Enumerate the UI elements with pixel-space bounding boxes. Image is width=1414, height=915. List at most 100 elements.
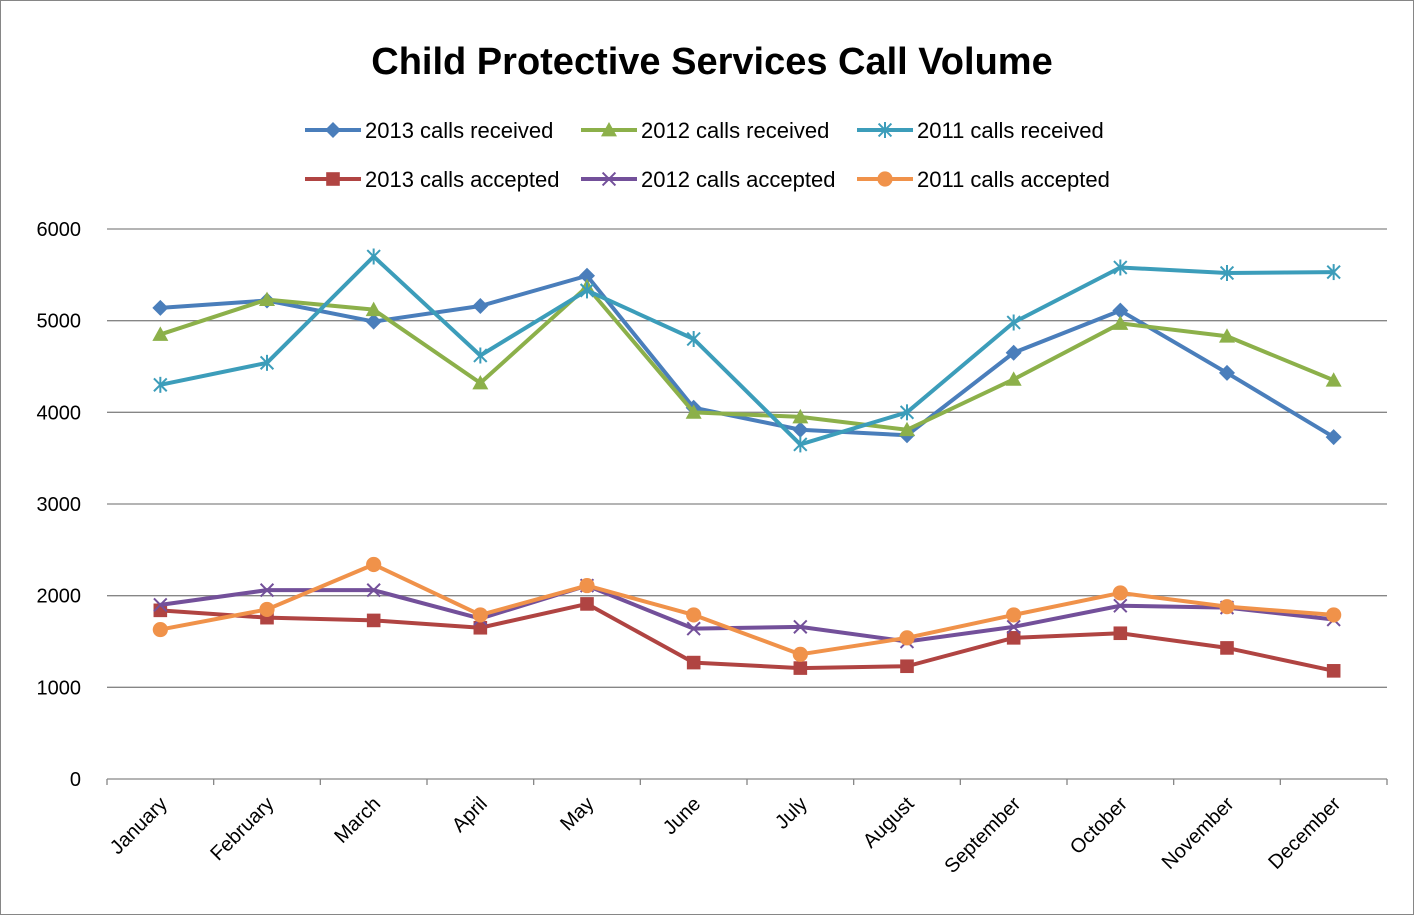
y-tick-label-6000: 6000 [37,219,82,241]
data-point-2011-calls-accepted-10 [1219,599,1235,615]
series-line-2013-calls-received [160,273,1335,439]
x-tick-label-july: July [771,793,812,834]
data-point-2012-calls-received-5 [685,404,702,419]
legend-swatch-marker [877,171,893,187]
data-point-2012-calls-accepted-2 [366,583,381,598]
y-tick-label-4000: 4000 [37,402,82,424]
legend-label: 2011 calls accepted [917,167,1110,192]
legend-label: 2011 calls received [917,118,1104,143]
legend-entry-2012-calls-received: 2012 calls received [581,118,829,143]
data-point-2012-calls-received-3 [472,375,489,390]
data-point-2011-calls-accepted-7 [899,630,915,646]
series-2011-calls-received [153,248,1341,453]
y-axis-ticks: 0 1000 2000 3000 4000 5000 6000 [37,219,82,791]
data-point-2013-calls-accepted-8 [1006,631,1021,645]
data-point-2011-calls-received-1 [259,354,275,371]
legend-label: 2012 calls accepted [641,167,835,192]
data-point-2012-calls-accepted-0 [153,597,168,612]
data-point-2013-calls-received-0 [152,299,169,316]
data-point-2011-calls-received-2 [366,248,381,265]
data-point-2013-calls-received-8 [1005,344,1022,361]
data-point-2013-calls-accepted-10 [1220,641,1234,655]
data-point-2013-calls-accepted-4 [580,597,594,611]
x-tick-label-march: March [330,793,385,848]
x-tick-label-may: May [556,793,598,835]
legend-swatch-marker [601,171,617,187]
series-2013-calls-accepted [153,597,1341,678]
legend-label: 2013 calls accepted [365,167,559,192]
legend-label: 2013 calls received [365,118,553,143]
data-point-2013-calls-received-10 [1219,364,1235,381]
data-point-2011-calls-received-8 [1006,314,1021,331]
data-point-2011-calls-received-11 [1326,264,1341,281]
legend-label: 2012 calls received [641,118,829,143]
data-point-2013-calls-received-2 [365,313,382,330]
x-tick-label-october: October [1066,793,1132,859]
series-group [152,248,1342,678]
data-point-2011-calls-received-6 [793,436,808,453]
x-tick-label-november: November [1158,793,1239,874]
data-point-2012-calls-received-0 [152,326,169,341]
y-tick-label-1000: 1000 [37,677,82,699]
data-point-2012-calls-received-1 [259,291,275,306]
data-point-2011-calls-received-0 [153,376,168,393]
series-line-2013-calls-accepted [160,601,1335,673]
data-point-2012-calls-received-10 [1219,328,1235,343]
series-2012-calls-received [152,278,1342,437]
data-point-2012-calls-received-8 [1005,371,1022,386]
x-axis-ticks: January February March April May June July Augu… [106,779,1388,878]
data-point-2011-calls-accepted-1 [259,601,275,618]
data-point-2011-calls-accepted-3 [472,607,488,623]
data-point-2011-calls-accepted-6 [792,646,808,662]
x-tick-label-april: April [448,793,492,837]
data-point-2013-calls-received-6 [792,421,809,438]
data-point-2013-calls-received-3 [472,298,489,314]
legend-entry-2013-calls-received: 2013 calls received [305,118,553,143]
data-point-2013-calls-received-4 [579,267,595,284]
series-line-2012-calls-received [159,284,1335,432]
chart-title: Child Protective Services Call Volume [371,41,1052,83]
series-2013-calls-received [152,267,1342,446]
series-line-2012-calls-accepted [160,583,1334,644]
data-point-2011-calls-accepted-9 [1112,585,1128,601]
data-point-2013-calls-received-11 [1325,429,1342,446]
y-tick-label-0: 0 [70,769,81,791]
x-tick-label-september: September [940,793,1025,878]
data-point-2011-calls-accepted-11 [1326,607,1342,623]
data-point-2013-calls-accepted-11 [1326,664,1341,678]
data-point-2012-calls-received-2 [365,301,382,317]
data-point-2011-calls-received-3 [473,347,488,364]
data-point-2011-calls-received-4 [579,282,595,299]
data-point-2013-calls-accepted-9 [1113,626,1128,641]
legend-entry-2011-calls-accepted: 2011 calls accepted [857,167,1110,192]
x-tick-label-august: August [859,793,919,853]
data-point-2011-calls-received-5 [686,331,701,347]
y-tick-label-2000: 2000 [37,586,82,608]
data-point-2011-calls-received-9 [1113,259,1128,276]
legend: 2013 calls received 2012 calls received 20… [305,118,1110,192]
data-point-2012-calls-accepted-1 [259,583,275,598]
data-point-2012-calls-accepted-8 [1006,619,1021,634]
gridlines [107,228,1387,780]
data-point-2012-calls-accepted-5 [686,621,701,636]
series-line-2011-calls-accepted [159,562,1334,657]
data-point-2011-calls-accepted-2 [366,556,382,573]
data-point-2013-calls-accepted-2 [366,613,381,628]
data-point-2013-calls-accepted-3 [473,620,488,635]
data-point-2013-calls-received-9 [1112,302,1129,319]
legend-swatch-marker [601,122,617,137]
data-point-2013-calls-accepted-7 [900,659,914,674]
data-point-2011-calls-accepted-4 [579,577,595,594]
legend-entry-2012-calls-accepted: 2012 calls accepted [581,167,835,192]
data-point-2011-calls-accepted-8 [1006,607,1022,623]
data-point-2013-calls-accepted-5 [686,655,701,670]
data-point-2011-calls-received-10 [1219,265,1235,281]
data-point-2012-calls-accepted-9 [1113,598,1128,613]
legend-swatch-marker [325,122,341,138]
y-tick-label-3000: 3000 [37,494,82,516]
x-tick-label-january: January [106,793,172,859]
data-point-2011-calls-accepted-5 [686,607,702,623]
series-2011-calls-accepted [152,556,1342,662]
